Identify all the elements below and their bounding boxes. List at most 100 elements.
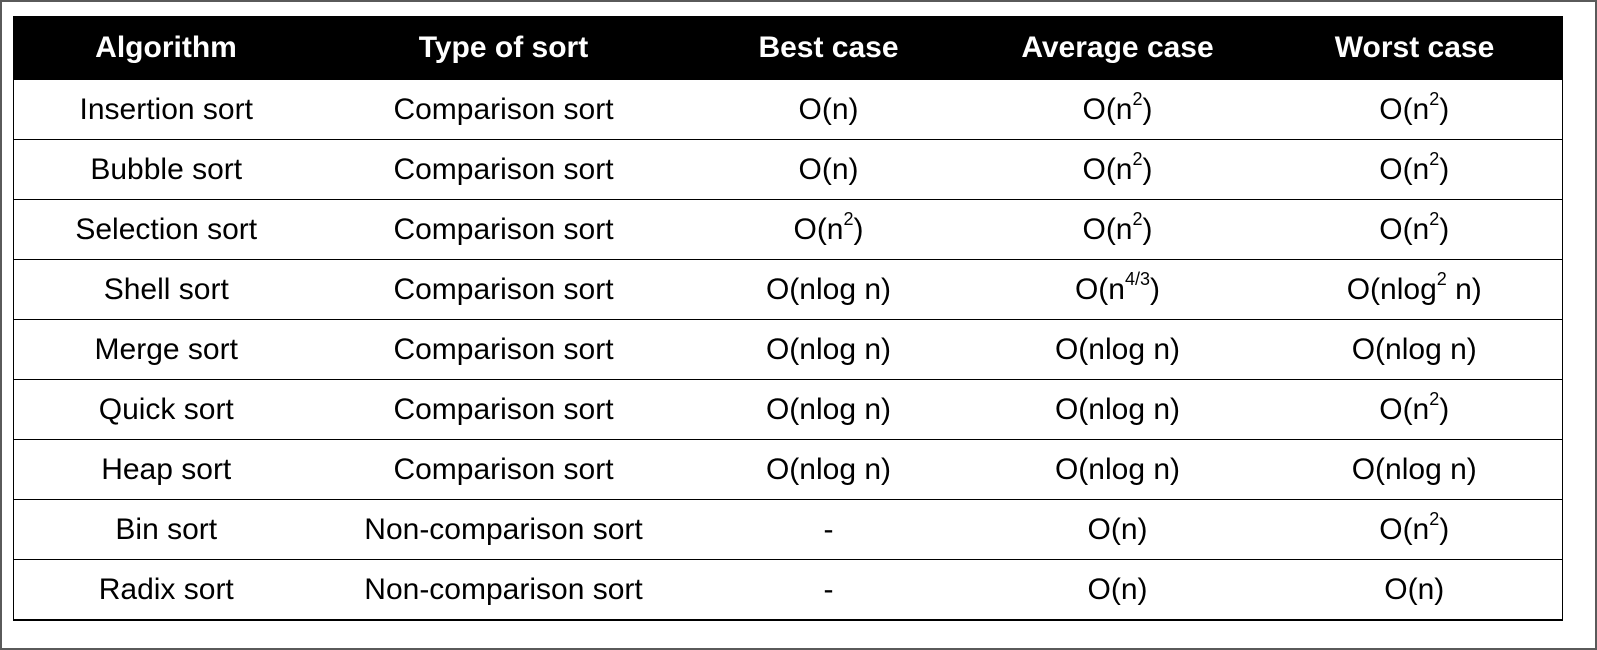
table-body: Insertion sort Comparison sort O(n) O(n2) O(…: [13, 79, 1563, 621]
cell-algorithm: Insertion sort: [13, 79, 319, 140]
cell-text: Comparison sort: [393, 272, 614, 306]
table-row: Heap sort Comparison sort O(nlog n) O(nlog …: [13, 439, 1563, 500]
cell-average-case: O(n4/3): [968, 259, 1267, 320]
complexity-tail: ): [853, 212, 864, 246]
cell-text: Non-comparison sort: [364, 512, 643, 546]
cell-text: Comparison sort: [393, 92, 614, 126]
cell-text: O(n): [1087, 512, 1148, 546]
cell-text: O(nlog n): [1351, 332, 1477, 366]
cell-worst-case: O(n2): [1266, 499, 1563, 560]
cell-text: Merge sort: [94, 332, 238, 366]
sorting-complexity-table: Algorithm Type of sort Best case Average…: [13, 16, 1563, 621]
complexity-exponent: 2: [1132, 208, 1143, 229]
cell-text: O(nlog n): [1054, 452, 1181, 486]
cell-text: O(n): [1087, 572, 1148, 606]
cell-text: -: [823, 512, 834, 546]
complexity-exponent: 2: [843, 208, 854, 229]
cell-text: Selection sort: [75, 212, 258, 246]
cell-algorithm: Merge sort: [13, 319, 319, 380]
cell-average-case: O(nlog n): [968, 319, 1267, 380]
cell-text: Bin sort: [115, 512, 218, 546]
cell-text: O(nlog n): [765, 332, 892, 366]
complexity-tail: n): [1446, 272, 1482, 306]
cell-worst-case: O(n2): [1266, 199, 1563, 260]
cell-worst-case: O(n2): [1266, 139, 1563, 200]
table-row: Insertion sort Comparison sort O(n) O(n2) O(…: [13, 79, 1563, 140]
header-average-case: Average case: [968, 16, 1267, 80]
cell-text: O(nlog n): [765, 392, 892, 426]
complexity-tail: ): [1142, 92, 1153, 126]
cell-text: Bubble sort: [90, 152, 243, 186]
complexity-exponent: 2: [1436, 268, 1447, 289]
complexity-tail: ): [1439, 512, 1450, 546]
cell-worst-case: O(n): [1266, 559, 1563, 621]
cell-type-of-sort: Comparison sort: [318, 199, 689, 260]
cell-algorithm: Heap sort: [13, 439, 319, 500]
complexity-exponent: 2: [1132, 88, 1143, 109]
table-row: Bubble sort Comparison sort O(n) O(n2) O(n2): [13, 139, 1563, 200]
cell-type-of-sort: Comparison sort: [318, 259, 689, 320]
cell-average-case: O(n): [968, 559, 1267, 621]
complexity-base: O(nlog: [1346, 272, 1437, 306]
complexity-exponent: 2: [1429, 88, 1440, 109]
complexity-base: O(n: [1379, 92, 1430, 126]
cell-algorithm: Shell sort: [13, 259, 319, 320]
cell-text: Shell sort: [103, 272, 229, 306]
cell-best-case: -: [688, 499, 969, 560]
cell-average-case: O(n2): [968, 139, 1267, 200]
complexity-tail: ): [1439, 152, 1450, 186]
cell-average-case: O(n2): [968, 79, 1267, 140]
cell-best-case: O(nlog n): [688, 319, 969, 380]
complexity-base: O(n: [1082, 92, 1133, 126]
cell-type-of-sort: Comparison sort: [318, 379, 689, 440]
cell-text: O(nlog n): [765, 272, 892, 306]
complexity-tail: ): [1439, 392, 1450, 426]
complexity-exponent: 4/3: [1124, 268, 1151, 289]
cell-average-case: O(n2): [968, 199, 1267, 260]
cell-algorithm: Quick sort: [13, 379, 319, 440]
table-row: Selection sort Comparison sort O(n2) O(n2) O…: [13, 199, 1563, 260]
complexity-tail: ): [1439, 212, 1450, 246]
complexity-exponent: 2: [1132, 148, 1143, 169]
complexity-base: O(n: [1379, 212, 1430, 246]
complexity-base: O(n: [1082, 212, 1133, 246]
cell-best-case: O(n2): [688, 199, 969, 260]
cell-worst-case: O(nlog2 n): [1266, 259, 1563, 320]
header-worst-case: Worst case: [1266, 16, 1563, 80]
complexity-tail: ): [1150, 272, 1161, 306]
cell-text: O(nlog n): [1351, 452, 1477, 486]
cell-algorithm: Radix sort: [13, 559, 319, 621]
complexity-exponent: 2: [1429, 208, 1440, 229]
cell-text: O(n): [798, 152, 859, 186]
cell-worst-case: O(n2): [1266, 79, 1563, 140]
complexity-exponent: 2: [1429, 388, 1440, 409]
cell-type-of-sort: Non-comparison sort: [318, 559, 689, 621]
cell-text: O(n): [1384, 572, 1445, 606]
cell-text: Comparison sort: [393, 212, 614, 246]
table-row: Quick sort Comparison sort O(nlog n) O(nlog…: [13, 379, 1563, 440]
cell-best-case: O(nlog n): [688, 379, 969, 440]
cell-type-of-sort: Comparison sort: [318, 439, 689, 500]
header-best-case: Best case: [688, 16, 969, 80]
cell-text: Non-comparison sort: [364, 572, 643, 606]
cell-best-case: O(nlog n): [688, 439, 969, 500]
cell-text: O(n): [798, 92, 859, 126]
header-algorithm: Algorithm: [13, 16, 319, 80]
header-type-of-sort: Type of sort: [318, 16, 689, 80]
cell-text: Comparison sort: [393, 452, 614, 486]
complexity-base: O(n: [1379, 152, 1430, 186]
header-row: Algorithm Type of sort Best case Average…: [13, 16, 1563, 80]
cell-text: Comparison sort: [393, 392, 614, 426]
cell-algorithm: Bin sort: [13, 499, 319, 560]
cell-average-case: O(n): [968, 499, 1267, 560]
cell-best-case: O(nlog n): [688, 259, 969, 320]
table-row: Bin sort Non-comparison sort - O(n) O(n2): [13, 499, 1563, 560]
cell-average-case: O(nlog n): [968, 379, 1267, 440]
cell-text: O(nlog n): [1054, 392, 1181, 426]
cell-algorithm: Bubble sort: [13, 139, 319, 200]
cell-text: O(nlog n): [1054, 332, 1181, 366]
cell-worst-case: O(nlog n): [1266, 439, 1563, 500]
complexity-base: O(n: [1379, 512, 1430, 546]
cell-best-case: O(n): [688, 79, 969, 140]
